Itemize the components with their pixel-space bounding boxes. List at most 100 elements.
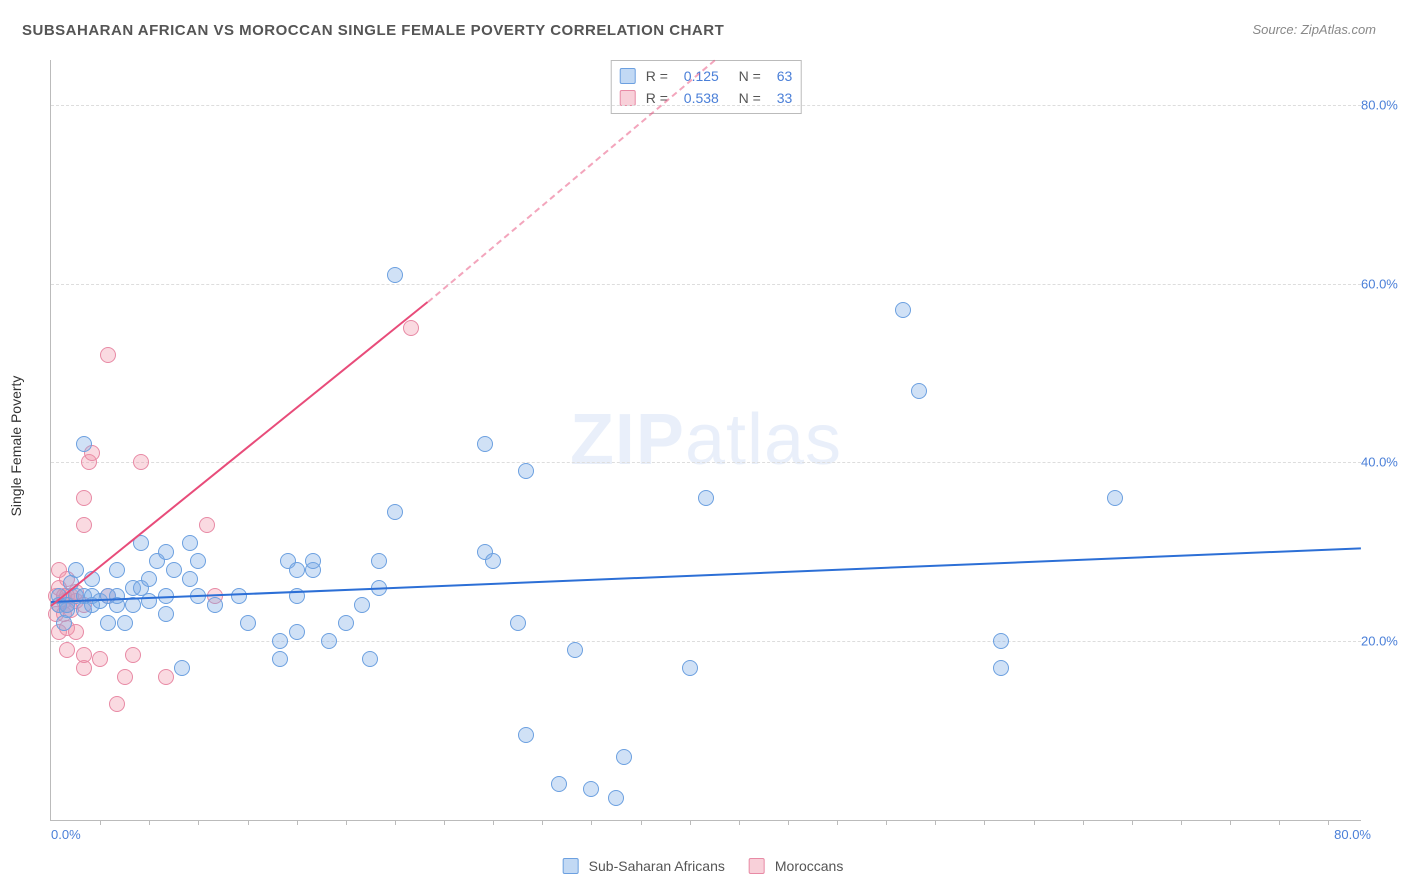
scatter-point [518, 727, 534, 743]
scatter-point [387, 504, 403, 520]
x-tick-mark [395, 820, 396, 825]
scatter-point [117, 669, 133, 685]
scatter-point [305, 553, 321, 569]
scatter-point [174, 660, 190, 676]
scatter-point [477, 436, 493, 452]
gridline [51, 462, 1361, 463]
bottom-legend: Sub-Saharan Africans Moroccans [563, 858, 844, 874]
scatter-point [993, 633, 1009, 649]
x-tick-mark [641, 820, 642, 825]
scatter-point [100, 347, 116, 363]
scatter-point [166, 562, 182, 578]
scatter-point [158, 669, 174, 685]
scatter-point [338, 615, 354, 631]
scatter-point [109, 588, 125, 604]
trend-line [51, 547, 1361, 603]
scatter-point [68, 562, 84, 578]
x-tick-mark [788, 820, 789, 825]
x-tick-mark [886, 820, 887, 825]
x-tick-mark [1328, 820, 1329, 825]
scatter-point [510, 615, 526, 631]
n-label: N = [739, 65, 761, 87]
scatter-point [133, 454, 149, 470]
scatter-point [895, 302, 911, 318]
x-tick-mark [690, 820, 691, 825]
scatter-point [289, 624, 305, 640]
source-attribution: Source: ZipAtlas.com [1252, 22, 1376, 37]
scatter-point [117, 615, 133, 631]
legend-label: Moroccans [775, 858, 843, 874]
x-tick-mark [1083, 820, 1084, 825]
x-tick-mark [935, 820, 936, 825]
scatter-point [59, 642, 75, 658]
gridline [51, 105, 1361, 106]
scatter-point [698, 490, 714, 506]
y-tick-label: 80.0% [1361, 97, 1406, 112]
scatter-point [682, 660, 698, 676]
scatter-point [583, 781, 599, 797]
square-icon [563, 858, 579, 874]
legend-item-blue: Sub-Saharan Africans [563, 858, 725, 874]
scatter-point [616, 749, 632, 765]
scatter-point [387, 267, 403, 283]
x-tick-mark [149, 820, 150, 825]
scatter-point [993, 660, 1009, 676]
scatter-point [272, 633, 288, 649]
x-tick-mark [837, 820, 838, 825]
scatter-point [109, 562, 125, 578]
x-tick-mark [198, 820, 199, 825]
x-tick-label: 0.0% [51, 827, 81, 842]
x-tick-mark [1181, 820, 1182, 825]
scatter-point [362, 651, 378, 667]
scatter-point [158, 606, 174, 622]
x-tick-mark [493, 820, 494, 825]
x-tick-mark [297, 820, 298, 825]
scatter-point [125, 647, 141, 663]
scatter-point [207, 597, 223, 613]
gridline [51, 641, 1361, 642]
x-tick-mark [1279, 820, 1280, 825]
scatter-point [199, 517, 215, 533]
scatter-point [1107, 490, 1123, 506]
scatter-point [289, 562, 305, 578]
scatter-point [76, 490, 92, 506]
scatter-point [158, 544, 174, 560]
scatter-point [76, 647, 92, 663]
x-tick-mark [1132, 820, 1133, 825]
x-tick-mark [346, 820, 347, 825]
scatter-point [76, 436, 92, 452]
x-tick-mark [444, 820, 445, 825]
scatter-point [141, 571, 157, 587]
scatter-point [182, 535, 198, 551]
x-tick-mark [984, 820, 985, 825]
x-tick-mark [100, 820, 101, 825]
gridline [51, 284, 1361, 285]
scatter-point [403, 320, 419, 336]
scatter-point [182, 571, 198, 587]
scatter-point [485, 553, 501, 569]
y-tick-label: 20.0% [1361, 634, 1406, 649]
r-value: 0.125 [684, 65, 719, 87]
scatter-point [76, 517, 92, 533]
legend-label: Sub-Saharan Africans [589, 858, 725, 874]
plot-area: ZIPatlas R = 0.125 N = 63 R = 0.538 N = … [50, 60, 1361, 821]
x-tick-mark [1034, 820, 1035, 825]
trend-line [427, 60, 715, 303]
scatter-point [567, 642, 583, 658]
scatter-point [109, 696, 125, 712]
r-label: R = [646, 65, 668, 87]
square-icon [620, 68, 636, 84]
y-axis-title: Single Female Poverty [8, 376, 24, 517]
y-tick-label: 40.0% [1361, 455, 1406, 470]
scatter-point [231, 588, 247, 604]
x-tick-mark [1230, 820, 1231, 825]
scatter-point [608, 790, 624, 806]
scatter-point [354, 597, 370, 613]
scatter-point [518, 463, 534, 479]
x-tick-mark [739, 820, 740, 825]
watermark: ZIPatlas [570, 399, 842, 481]
y-tick-label: 60.0% [1361, 276, 1406, 291]
scatter-point [56, 615, 72, 631]
watermark-bold: ZIP [570, 400, 685, 480]
scatter-point [272, 651, 288, 667]
